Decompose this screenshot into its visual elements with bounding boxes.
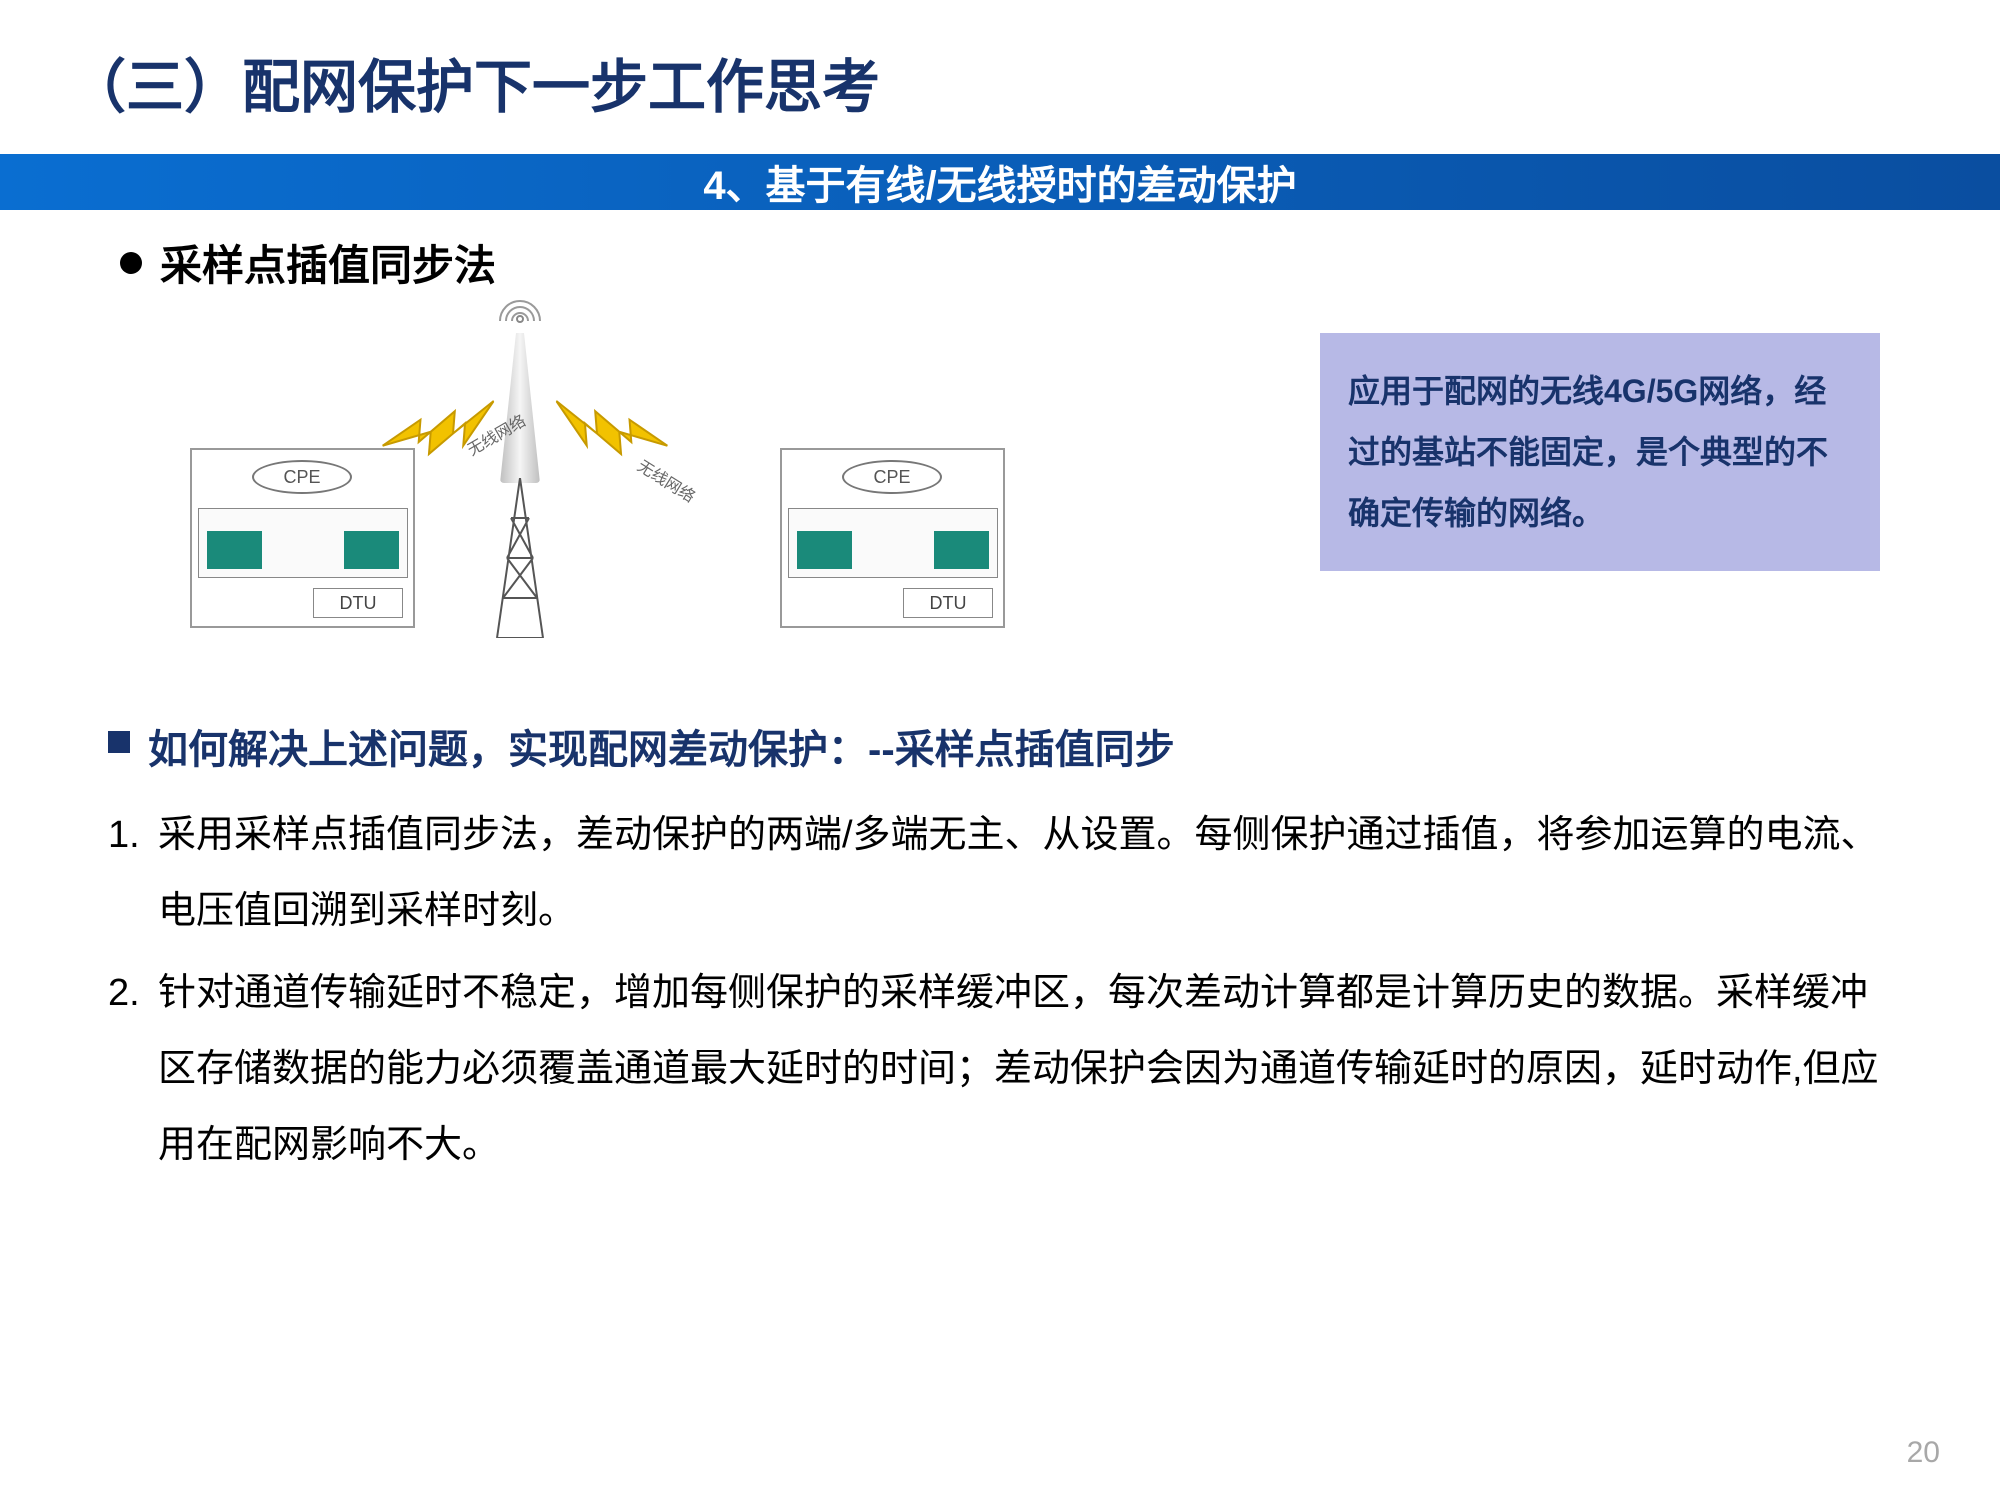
device-icon-left: [198, 508, 408, 578]
page-number: 20: [1907, 1436, 1940, 1470]
slide: （三）配网保护下一步工作思考 4、基于有线/无线授时的差动保护 采样点插值同步法: [0, 0, 2000, 1500]
item-number: 2.: [108, 955, 158, 1031]
item-number: 1.: [108, 797, 158, 873]
cpe-label-left: CPE: [252, 460, 352, 494]
tower-icon: [495, 478, 545, 638]
list-item: 2. 针对通道传输延时不稳定，增加每侧保护的采样缓冲区，每次差动计算都是计算历史…: [108, 955, 1880, 1183]
list-item: 1. 采用采样点插值同步法，差动保护的两端/多端无主、从设置。每侧保护通过插值，…: [108, 797, 1880, 949]
device-icon-right: [788, 508, 998, 578]
network-diagram: 无线网络 无线网络 CPE DTU CPE DTU: [100, 303, 920, 683]
bullet-row: 采样点插值同步法: [0, 210, 2000, 303]
dtu-label-right: DTU: [903, 588, 993, 618]
callout-box: 应用于配网的无线4G/5G网络，经过的基站不能固定，是个典型的不确定传输的网络。: [1320, 333, 1880, 571]
problem-heading: 如何解决上述问题，实现配网差动保护：--采样点插值同步: [148, 717, 1175, 775]
figure-zone: 无线网络 无线网络 CPE DTU CPE DTU 应用于配网的无线4G/5G网…: [0, 303, 2000, 683]
subtitle-bar: 4、基于有线/无线授时的差动保护: [0, 154, 2000, 210]
link-label-right: 无线网络: [634, 453, 701, 507]
signal-dot-icon: [516, 315, 524, 323]
dtu-label-left: DTU: [313, 588, 403, 618]
bullet-disc-icon: [120, 252, 142, 274]
antenna-cone-icon: [500, 333, 540, 483]
item-text: 针对通道传输延时不稳定，增加每侧保护的采样缓冲区，每次差动计算都是计算历史的数据…: [158, 955, 1880, 1183]
item-text: 采用采样点插值同步法，差动保护的两端/多端无主、从设置。每侧保护通过插值，将参加…: [158, 797, 1880, 949]
dtu-box-left: CPE DTU: [190, 448, 415, 628]
square-bullet-icon: [108, 731, 130, 753]
slide-title: （三）配网保护下一步工作思考: [0, 40, 2000, 154]
cpe-label-right: CPE: [842, 460, 942, 494]
problem-heading-row: 如何解决上述问题，实现配网差动保护：--采样点插值同步: [0, 683, 2000, 781]
bullet-text: 采样点插值同步法: [160, 232, 496, 293]
numbered-list: 1. 采用采样点插值同步法，差动保护的两端/多端无主、从设置。每侧保护通过插值，…: [0, 781, 2000, 1183]
dtu-box-right: CPE DTU: [780, 448, 1005, 628]
